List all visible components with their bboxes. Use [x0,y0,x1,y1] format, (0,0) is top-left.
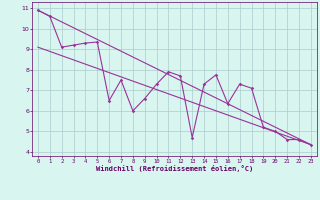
X-axis label: Windchill (Refroidissement éolien,°C): Windchill (Refroidissement éolien,°C) [96,165,253,172]
